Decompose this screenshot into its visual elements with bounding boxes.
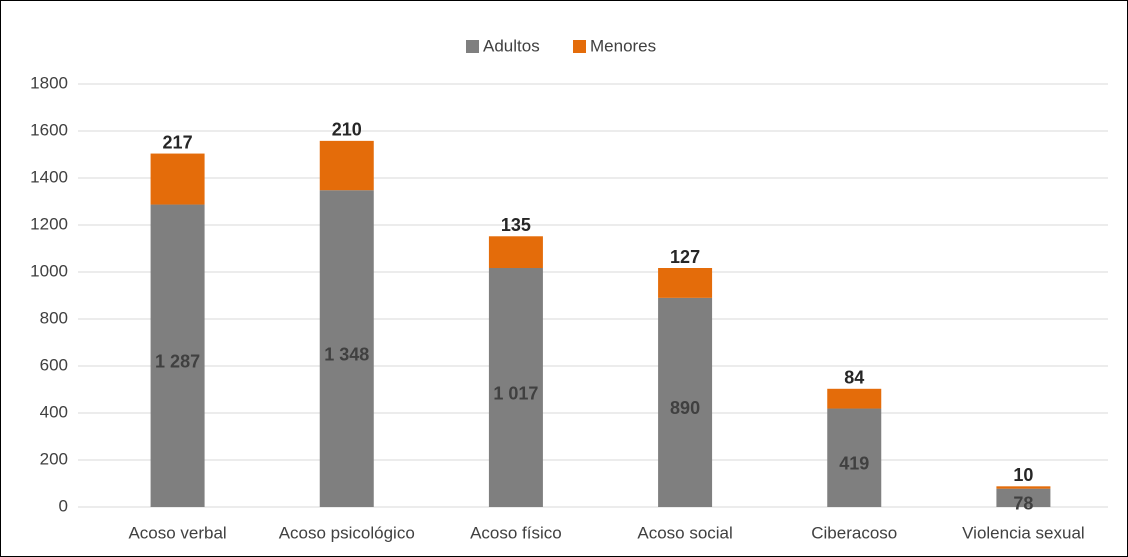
x-tick-label: Ciberacoso — [811, 523, 897, 542]
value-label: 10 — [1013, 465, 1033, 485]
x-tick-label: Acoso social — [637, 523, 732, 542]
value-label: 84 — [844, 368, 864, 388]
y-tick-label: 600 — [40, 355, 68, 374]
legend-label: Adultos — [483, 36, 540, 55]
y-tick-label: 1800 — [30, 73, 68, 92]
y-tick-label: 0 — [59, 496, 68, 515]
bar-segment — [996, 486, 1051, 489]
bar-segment — [150, 153, 205, 205]
y-tick-label: 1600 — [30, 120, 68, 139]
bar-segment — [827, 408, 882, 507]
bar-segment — [150, 204, 205, 507]
value-label: 217 — [163, 132, 193, 152]
legend-swatch — [466, 40, 479, 53]
value-label: 210 — [332, 120, 362, 140]
value-label: 1 287 — [155, 352, 200, 372]
bar-segment — [319, 190, 374, 507]
value-label: 419 — [839, 454, 869, 474]
y-tick-label: 1000 — [30, 261, 68, 280]
y-tick-label: 200 — [40, 449, 68, 468]
y-tick-label: 800 — [40, 308, 68, 327]
value-label: 135 — [501, 215, 531, 235]
bar-segment — [488, 268, 543, 507]
x-tick-label: Violencia sexual — [962, 523, 1085, 542]
bar-segment — [658, 268, 713, 298]
value-label: 1 348 — [324, 344, 369, 364]
value-label: 1 017 — [493, 383, 538, 403]
bar-segment — [827, 388, 882, 409]
bar-segment — [658, 297, 713, 507]
legend-swatch — [573, 40, 586, 53]
value-label: 127 — [670, 247, 700, 267]
bar-segment — [319, 140, 374, 191]
x-tick-label: Acoso psicológico — [279, 523, 415, 542]
x-tick-label: Acoso verbal — [128, 523, 226, 542]
value-label: 890 — [670, 398, 700, 418]
bar-segment — [996, 488, 1051, 507]
y-tick-label: 1200 — [30, 214, 68, 233]
value-label: 78 — [1013, 494, 1033, 514]
y-tick-label: 400 — [40, 402, 68, 421]
bar-segment — [488, 236, 543, 269]
y-tick-label: 1400 — [30, 167, 68, 186]
legend-label: Menores — [590, 36, 656, 55]
x-tick-label: Acoso físico — [470, 523, 562, 542]
